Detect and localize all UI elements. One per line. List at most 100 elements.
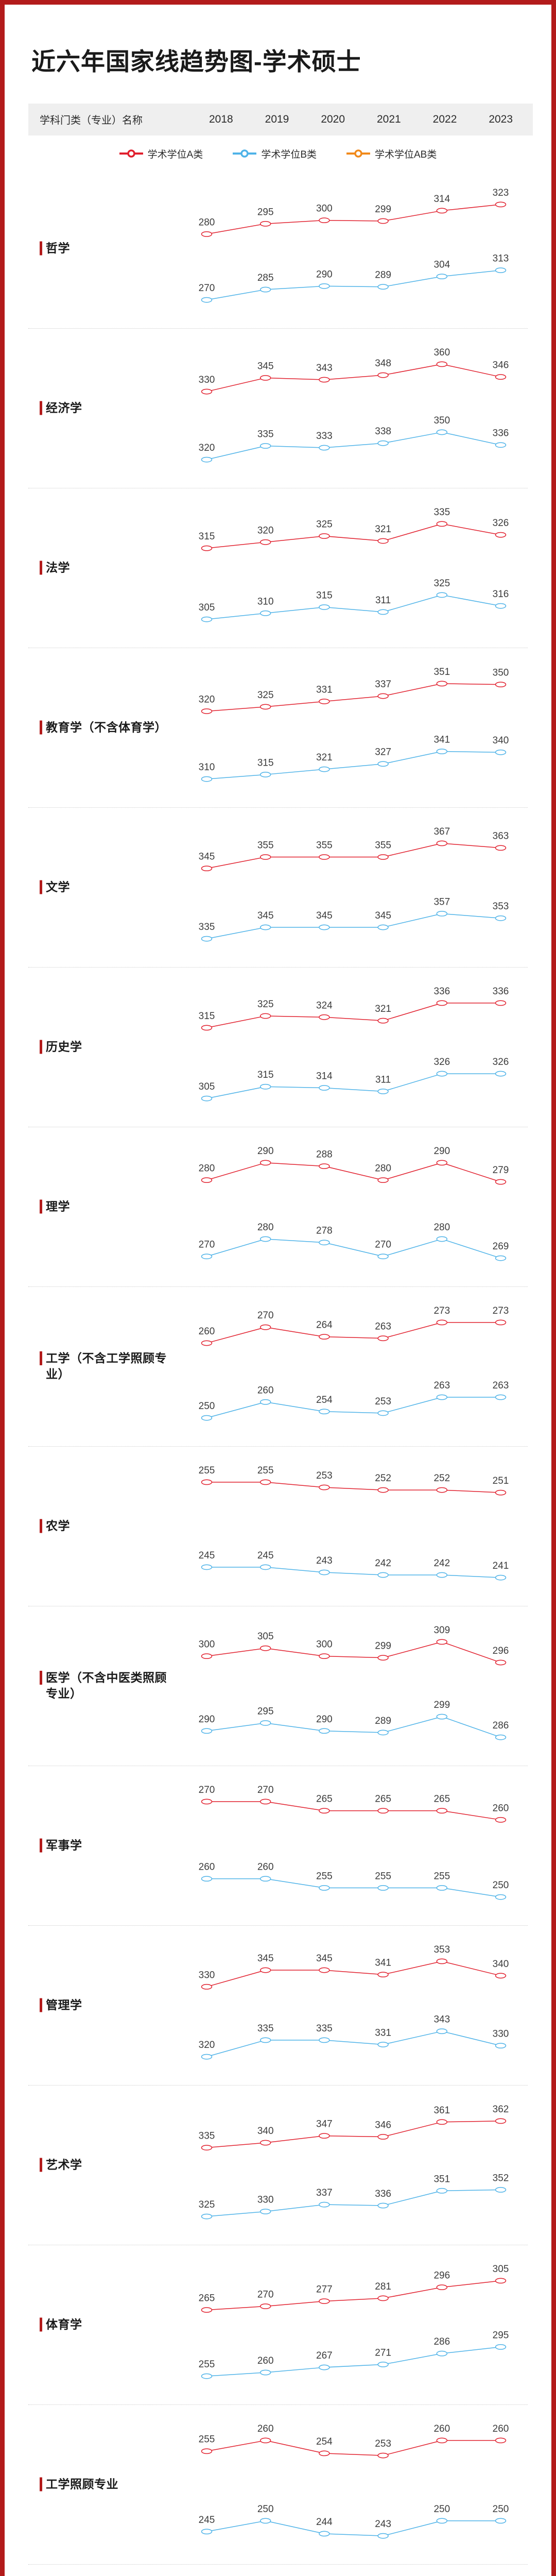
data-point[interactable] [378,1487,388,1492]
data-point[interactable] [260,287,271,292]
data-point[interactable] [260,2140,271,2145]
data-point[interactable] [378,2042,388,2047]
data-point[interactable] [378,761,388,766]
data-point[interactable] [260,1236,271,1241]
data-point[interactable] [378,2203,388,2208]
data-point[interactable] [202,1984,212,1989]
data-point[interactable] [202,2529,212,2534]
data-point[interactable] [496,1973,506,1978]
data-point[interactable] [496,603,506,608]
data-point[interactable] [260,1160,271,1165]
data-point[interactable] [319,218,329,223]
data-point[interactable] [319,2299,329,2303]
data-point[interactable] [437,592,447,597]
data-point[interactable] [202,1096,212,1100]
data-point[interactable] [319,377,329,382]
data-point[interactable] [202,1178,212,1182]
data-point[interactable] [437,1001,447,1005]
data-point[interactable] [319,1654,329,1658]
data-point[interactable] [319,283,329,288]
data-point[interactable] [378,693,388,698]
data-point[interactable] [378,1178,388,1182]
data-point[interactable] [378,925,388,929]
data-point[interactable] [260,2370,271,2375]
data-point[interactable] [260,1799,271,1804]
data-point[interactable] [202,2449,212,2453]
data-point[interactable] [202,1341,212,1345]
data-point[interactable] [437,2438,447,2443]
data-point[interactable] [496,2043,506,2048]
data-point[interactable] [437,1639,447,1644]
data-point[interactable] [437,2518,447,2523]
data-point[interactable] [496,916,506,920]
data-point[interactable] [260,444,271,448]
data-point[interactable] [202,1254,212,1259]
data-point[interactable] [437,841,447,845]
data-point[interactable] [496,443,506,447]
data-point[interactable] [437,1160,447,1165]
data-point[interactable] [496,532,506,537]
data-point[interactable] [260,1876,271,1881]
data-point[interactable] [496,1490,506,1495]
data-point[interactable] [437,2120,447,2124]
data-point[interactable] [319,2451,329,2455]
data-point[interactable] [260,2038,271,2042]
data-point[interactable] [319,1728,329,1733]
data-point[interactable] [319,1409,329,1414]
data-point[interactable] [437,521,447,526]
data-point[interactable] [378,538,388,543]
data-point[interactable] [496,375,506,379]
data-point[interactable] [378,284,388,289]
data-point[interactable] [202,1025,212,1030]
data-point[interactable] [260,2518,271,2523]
data-point[interactable] [496,1575,506,1580]
data-point[interactable] [202,1565,212,1569]
data-point[interactable] [378,1885,388,1890]
data-point[interactable] [202,2145,212,2150]
data-point[interactable] [437,1572,447,1577]
data-point[interactable] [202,2374,212,2378]
data-point[interactable] [319,605,329,609]
data-point[interactable] [260,1325,271,1329]
data-point[interactable] [260,221,271,226]
data-point[interactable] [496,682,506,687]
data-point[interactable] [496,202,506,207]
data-point[interactable] [437,430,447,434]
data-point[interactable] [496,2278,506,2283]
data-point[interactable] [319,1240,329,1245]
data-point[interactable] [378,2362,388,2366]
data-point[interactable] [202,1480,212,1484]
data-point[interactable] [260,1480,271,1484]
data-point[interactable] [319,1086,329,1090]
data-point[interactable] [437,2188,447,2193]
data-point[interactable] [496,1395,506,1399]
data-point[interactable] [378,1730,388,1735]
data-point[interactable] [260,1720,271,1725]
data-point[interactable] [202,2308,212,2312]
data-point[interactable] [319,2038,329,2042]
data-point[interactable] [437,2029,447,2033]
data-point[interactable] [202,1654,212,1658]
data-point[interactable] [437,1236,447,1241]
data-point[interactable] [202,1728,212,1733]
data-point[interactable] [319,767,329,771]
data-point[interactable] [437,1808,447,1813]
data-point[interactable] [319,1808,329,1813]
data-point[interactable] [319,1885,329,1890]
data-point[interactable] [437,1395,447,1399]
data-point[interactable] [437,2285,447,2290]
data-point[interactable] [202,297,212,302]
data-point[interactable] [202,866,212,871]
data-point[interactable] [260,1013,271,1018]
data-point[interactable] [260,855,271,859]
data-point[interactable] [378,440,388,445]
data-point[interactable] [378,218,388,223]
data-point[interactable] [378,1254,388,1259]
data-point[interactable] [378,1336,388,1341]
data-point[interactable] [496,1071,506,1076]
data-point[interactable] [202,1799,212,1804]
data-point[interactable] [260,1646,271,1650]
data-point[interactable] [319,445,329,450]
data-point[interactable] [437,2351,447,2355]
data-point[interactable] [202,2214,212,2218]
